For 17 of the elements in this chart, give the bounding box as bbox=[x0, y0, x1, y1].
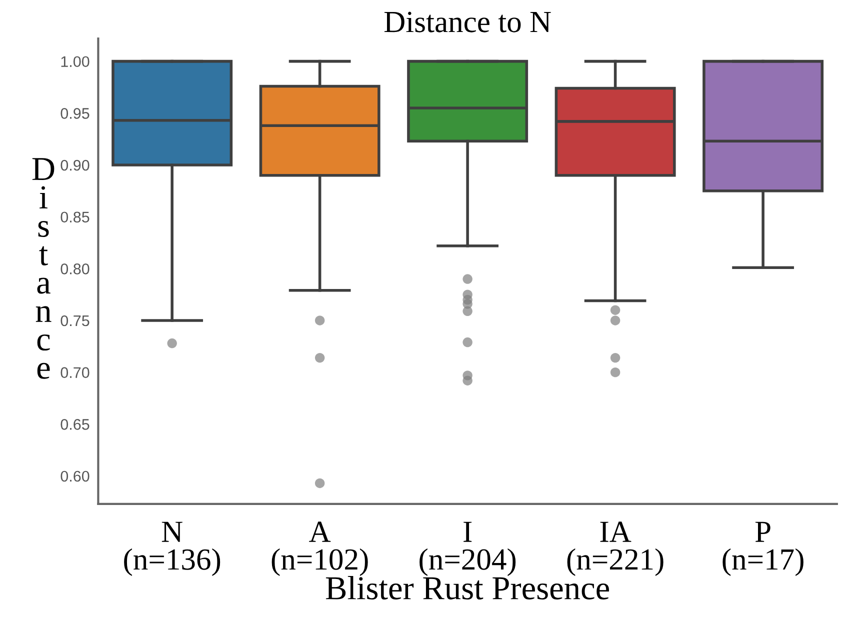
x-tick-label: A (n=102) bbox=[272, 522, 368, 576]
y-tick-label: 0.65 bbox=[60, 419, 90, 430]
y-tick-label: 0.60 bbox=[60, 470, 90, 482]
x-tick-label: P (n=17) bbox=[722, 522, 804, 576]
y-tick-label: 0.85 bbox=[60, 212, 90, 223]
x-tick-label: I (n=204) bbox=[420, 522, 516, 576]
x-tick-label: N (n=136) bbox=[124, 522, 220, 576]
y-tick-label: 0.90 bbox=[60, 160, 90, 171]
y-tick-label: 0.70 bbox=[60, 367, 90, 378]
x-tick-label: IA (n=221) bbox=[567, 522, 664, 576]
y-tick-label: 0.80 bbox=[60, 264, 90, 274]
chart-title: Distance to N bbox=[384, 12, 551, 32]
y-axis-title: Distance bbox=[32, 158, 54, 379]
y-tick-label: 0.95 bbox=[60, 108, 90, 119]
y-tick-label: 0.75 bbox=[60, 315, 90, 326]
x-axis-title: Blister Rust Presence bbox=[326, 576, 609, 600]
y-tick-label: 1.00 bbox=[61, 56, 90, 68]
